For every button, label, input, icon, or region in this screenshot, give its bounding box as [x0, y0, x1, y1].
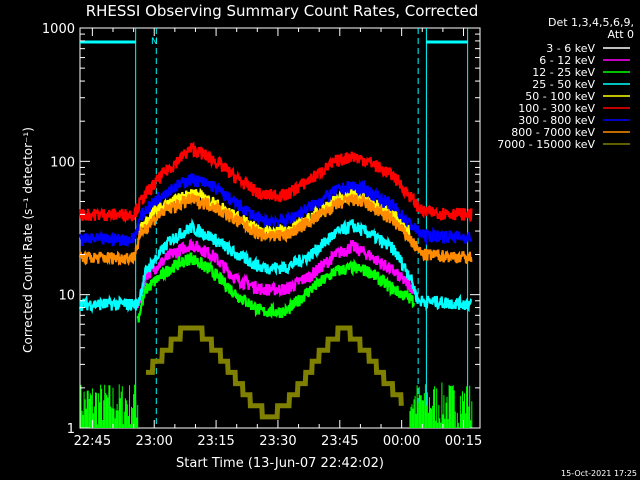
legend-label: 800 - 7000 keV — [511, 126, 595, 139]
x-tick-label: 23:30 — [259, 434, 296, 449]
y-tick-label: 10 — [58, 289, 75, 304]
x-tick-label: 23:00 — [135, 434, 172, 449]
legend-label: 7000 - 15000 keV — [497, 138, 595, 151]
legend-label: 100 - 300 keV — [518, 102, 595, 115]
legend-label: 50 - 100 keV — [525, 90, 595, 103]
y-tick-label: 100 — [50, 155, 75, 170]
legend-header-2: Att 0 — [608, 28, 634, 41]
legend-label: 12 - 25 keV — [532, 66, 595, 79]
y-tick-label: 1 — [67, 422, 75, 437]
plot-frame — [79, 27, 481, 429]
y-axis-label: Corrected Count Rate (s⁻¹ detector⁻¹) — [21, 127, 35, 353]
plot-border — [79, 27, 481, 429]
night-marker-label: N — [151, 37, 158, 47]
x-tick-label: 00:15 — [445, 434, 482, 449]
series-100300kev — [78, 140, 473, 224]
x-axis-label: Start Time (13-Jun-07 22:42:02) — [176, 456, 384, 471]
series-300800kev — [78, 173, 473, 248]
series-612kev — [136, 238, 415, 309]
chart-title: RHESSI Observing Summary Count Rates, Co… — [86, 2, 479, 20]
series-1225kev — [136, 252, 415, 323]
series-layer — [78, 140, 473, 428]
legend-label: 300 - 800 keV — [518, 114, 595, 127]
series-700015000kev — [146, 325, 404, 420]
legend-label: 3 - 6 keV — [546, 42, 595, 55]
x-tick-label: 22:45 — [74, 434, 111, 449]
series-2550kev — [78, 217, 473, 315]
series-8007000kev — [78, 192, 473, 267]
legend-label: 6 - 12 keV — [539, 54, 595, 67]
legend-label: 25 - 50 keV — [532, 78, 595, 91]
x-tick-label: 00:00 — [383, 434, 420, 449]
x-tick-label: 23:15 — [197, 434, 234, 449]
legend-header-1: Det 1,3,4,5,6,9, — [548, 16, 634, 29]
y-tick-label: 1000 — [42, 22, 75, 37]
footer-timestamp: 15-Oct-2021 17:25 — [561, 469, 637, 478]
x-tick-label: 23:45 — [321, 434, 358, 449]
series-12-25-kev-background — [80, 382, 473, 428]
axis-ticks: 22:45 23:00 23:15 23:30 23:45 00:00 00:15 1 10 10… — [42, 22, 482, 449]
